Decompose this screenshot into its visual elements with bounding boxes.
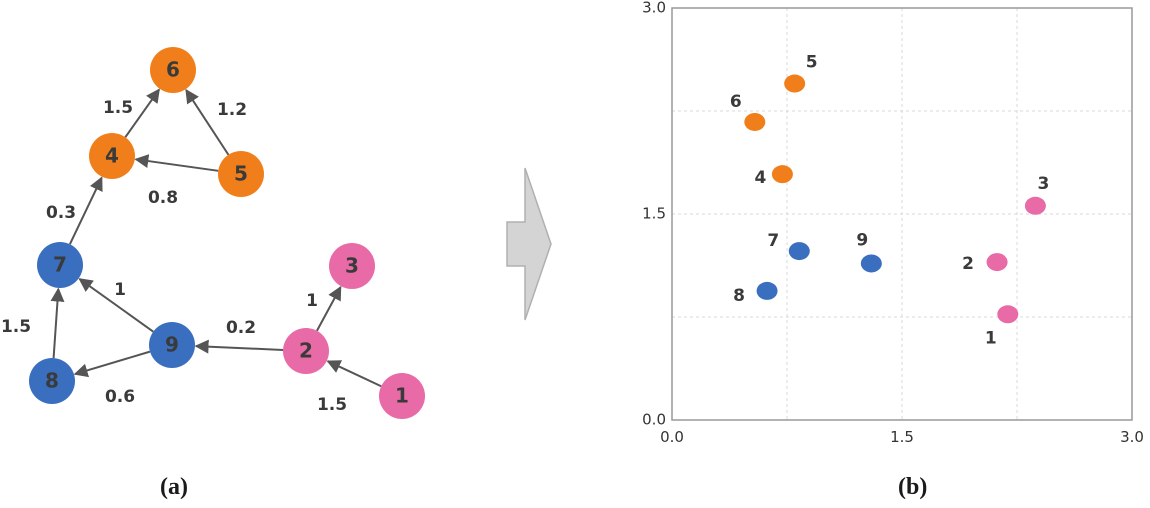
point-9 (860, 254, 882, 273)
point-label-8: 8 (733, 286, 745, 306)
node-label-4: 4 (105, 144, 119, 168)
x-tick-label: 1.5 (890, 428, 914, 446)
node-label-3: 3 (345, 254, 359, 278)
point-label-9: 9 (856, 230, 868, 250)
point-1 (997, 305, 1019, 324)
node-6 (150, 47, 196, 93)
grid-layer (671, 7, 1133, 421)
edge-weight-8-7: 1.5 (1, 317, 31, 337)
edge-2-9 (194, 339, 284, 354)
node-8 (29, 358, 75, 404)
node-label-5: 5 (234, 162, 248, 186)
point-5 (784, 74, 806, 93)
point-2 (986, 253, 1008, 272)
edge-7-4 (69, 176, 103, 245)
node-label-6: 6 (166, 58, 180, 82)
scatter-panel: 0.0 1.5 3.0 0.0 1.5 3.0 5 6 4 3 7 9 2 8 1 (600, 0, 1150, 508)
edge-5-4 (134, 154, 219, 172)
edge-8-7 (50, 287, 65, 359)
edge-9-7 (78, 278, 154, 333)
point-7 (788, 242, 810, 261)
edge-4-6 (124, 88, 160, 138)
edge-weight-1-2: 1.5 (317, 395, 347, 415)
node-1 (379, 373, 425, 419)
caption-a: (a) (160, 474, 188, 500)
y-tick-label: 3.0 (642, 0, 666, 17)
node-label-9: 9 (165, 333, 179, 357)
point-label-4: 4 (754, 168, 766, 188)
node-label-1: 1 (395, 384, 409, 408)
edge-weight-5-4: 0.8 (148, 188, 178, 208)
edge-weight-2-3: 1 (306, 291, 318, 311)
node-2 (283, 328, 329, 374)
ticks-layer: 0.0 1.5 3.0 0.0 1.5 3.0 (642, 0, 1144, 446)
node-label-2: 2 (299, 339, 313, 363)
node-label-8: 8 (45, 369, 59, 393)
edge-weight-9-8: 0.6 (105, 387, 135, 407)
point-label-1: 1 (985, 328, 997, 348)
caption-b: (b) (898, 474, 928, 500)
point-8 (756, 281, 778, 300)
node-7 (37, 242, 83, 288)
edge-weight-9-7: 1 (114, 280, 126, 300)
node-3 (329, 243, 375, 289)
point-3 (1024, 196, 1046, 215)
point-label-6: 6 (730, 92, 742, 112)
point-4 (771, 165, 793, 184)
graph-panel: 1.5 1.2 0.8 0.3 1.5 1 0.6 0.2 1 1.5 6 4 5 7 8 9 3 2 1 (0, 0, 470, 508)
transform-arrow (495, 160, 565, 330)
point-6 (744, 112, 766, 131)
transform-arrow-icon (506, 167, 552, 321)
point-label-5: 5 (806, 53, 818, 73)
node-9 (149, 322, 195, 368)
y-tick-label: 0.0 (642, 411, 666, 429)
node-4 (89, 133, 135, 179)
edge-weight-5-6: 1.2 (217, 100, 247, 120)
x-tick-label: 0.0 (660, 428, 684, 446)
node-label-7: 7 (53, 253, 67, 277)
nodes-layer: 6 4 5 7 8 9 3 2 1 (29, 47, 425, 419)
edge-9-8 (73, 350, 151, 378)
y-tick-label: 1.5 (642, 205, 666, 223)
edge-weight-4-6: 1.5 (103, 98, 133, 118)
point-label-2: 2 (962, 254, 974, 274)
point-label-7: 7 (767, 231, 779, 251)
scatter-chart: 0.0 1.5 3.0 0.0 1.5 3.0 5 6 4 3 7 9 2 8 1 (642, 0, 1144, 446)
plot-frame (671, 7, 1133, 421)
edge-5-6 (185, 88, 230, 156)
edge-1-2 (326, 360, 382, 388)
graph-diagram: 1.5 1.2 0.8 0.3 1.5 1 0.6 0.2 1 1.5 6 4 5 7 8 9 3 2 1 (1, 47, 425, 419)
x-tick-label: 3.0 (1120, 428, 1144, 446)
edges-layer: 1.5 1.2 0.8 0.3 1.5 1 0.6 0.2 1 1.5 (1, 88, 382, 415)
point-label-3: 3 (1037, 174, 1049, 194)
edge-2-3 (316, 285, 342, 332)
node-5 (218, 151, 264, 197)
edge-weight-2-9: 0.2 (226, 318, 256, 338)
points-layer: 5 6 4 3 7 9 2 8 1 (730, 53, 1049, 349)
edge-weight-7-4: 0.3 (46, 203, 76, 223)
